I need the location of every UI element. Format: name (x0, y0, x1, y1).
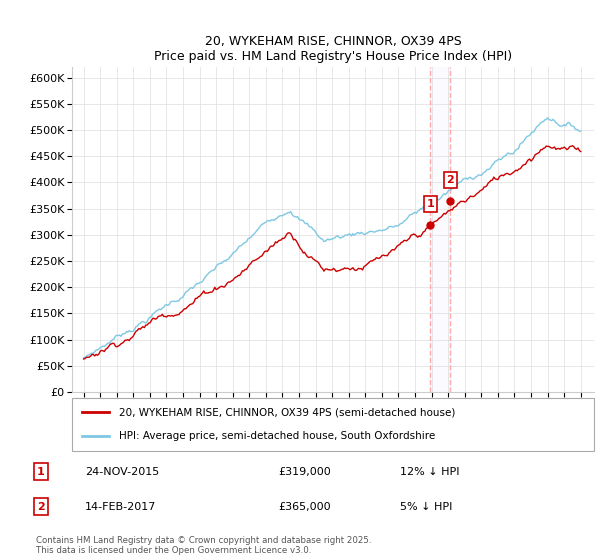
FancyBboxPatch shape (72, 398, 594, 451)
Text: Contains HM Land Registry data © Crown copyright and database right 2025.
This d: Contains HM Land Registry data © Crown c… (35, 535, 371, 555)
Text: 24-NOV-2015: 24-NOV-2015 (85, 467, 160, 477)
Text: 20, WYKEHAM RISE, CHINNOR, OX39 4PS (semi-detached house): 20, WYKEHAM RISE, CHINNOR, OX39 4PS (sem… (119, 408, 455, 418)
Bar (430, 67, 450, 392)
Title: 20, WYKEHAM RISE, CHINNOR, OX39 4PS
Price paid vs. HM Land Registry's House Pric: 20, WYKEHAM RISE, CHINNOR, OX39 4PS Pric… (154, 35, 512, 63)
Text: 2: 2 (37, 502, 45, 512)
Text: 1: 1 (37, 467, 45, 477)
Text: 1: 1 (427, 199, 434, 209)
Text: 14-FEB-2017: 14-FEB-2017 (85, 502, 157, 512)
Text: £365,000: £365,000 (278, 502, 331, 512)
Text: 2: 2 (446, 175, 454, 185)
Text: HPI: Average price, semi-detached house, South Oxfordshire: HPI: Average price, semi-detached house,… (119, 431, 435, 441)
Text: 5% ↓ HPI: 5% ↓ HPI (400, 502, 452, 512)
Text: 12% ↓ HPI: 12% ↓ HPI (400, 467, 460, 477)
Text: £319,000: £319,000 (278, 467, 331, 477)
